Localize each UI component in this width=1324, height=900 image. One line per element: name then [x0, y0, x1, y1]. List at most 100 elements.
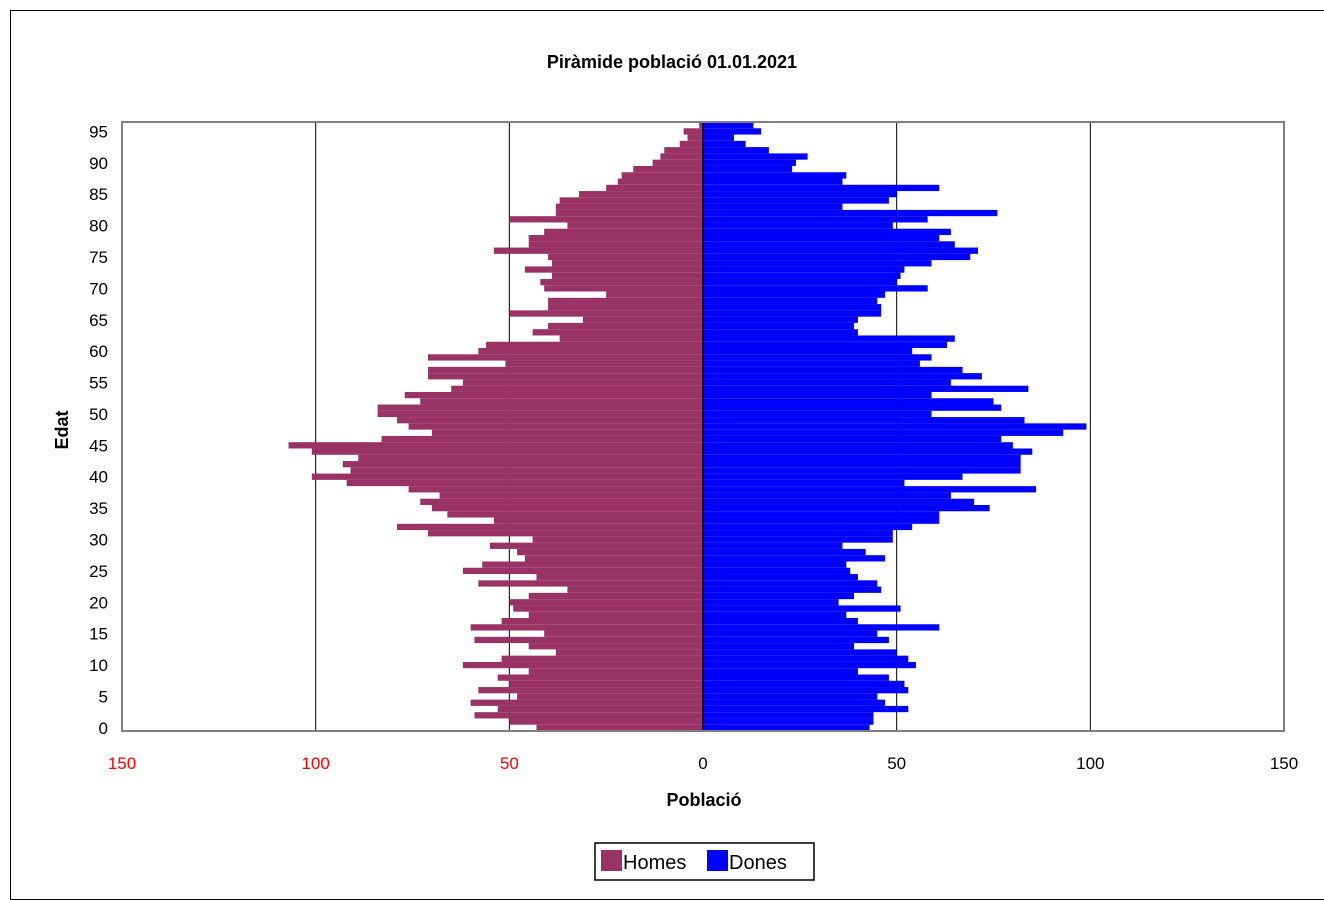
bar-homes [440, 492, 703, 498]
bar-dones [703, 461, 1021, 467]
bar-dones [703, 499, 974, 505]
bar-dones [703, 248, 978, 254]
bar-dones [703, 549, 866, 555]
bar-homes [688, 135, 703, 141]
bar-homes [397, 524, 703, 530]
bar-dones [703, 216, 928, 222]
x-tick-label: 100 [1076, 754, 1104, 773]
bar-homes [347, 480, 703, 486]
y-tick-label: 10 [89, 656, 108, 675]
bar-dones [703, 266, 904, 272]
bar-homes [509, 310, 703, 316]
y-tick-label: 30 [89, 531, 108, 550]
y-tick-label: 60 [89, 342, 108, 361]
y-tick-label: 45 [89, 436, 108, 455]
legend-swatch-homes [601, 850, 622, 871]
bar-dones [703, 292, 885, 298]
bar-dones [703, 480, 904, 486]
bar-dones [703, 587, 881, 593]
bar-homes [486, 342, 703, 348]
bar-dones [703, 605, 901, 611]
bar-homes [567, 587, 703, 593]
x-tick-label: 100 [301, 754, 329, 773]
bar-homes [289, 442, 703, 448]
bar-homes [529, 241, 703, 247]
bar-homes [548, 323, 703, 329]
bar-dones [703, 179, 842, 185]
x-tick-label: 0 [698, 754, 707, 773]
y-tick-label: 90 [89, 154, 108, 173]
bar-homes [498, 674, 703, 680]
bar-dones [703, 599, 839, 605]
bar-homes [409, 423, 703, 429]
bar-dones [703, 141, 746, 147]
bar-homes [529, 612, 703, 618]
bar-homes [428, 367, 703, 373]
bar-dones [703, 624, 939, 630]
bar-dones [703, 631, 877, 637]
bar-homes [509, 216, 703, 222]
y-tick-label: 70 [89, 279, 108, 298]
bar-dones [703, 260, 932, 266]
bar-homes [463, 568, 703, 574]
bar-homes [405, 392, 703, 398]
series-dones [703, 122, 1086, 731]
bar-dones [703, 222, 893, 228]
x-axis-tick-labels: 150 100 50 0 50 100 150 [108, 754, 1298, 773]
bar-dones [703, 329, 858, 335]
bar-homes [343, 461, 703, 467]
bar-dones [703, 436, 1001, 442]
bar-homes [517, 549, 703, 555]
bar-dones [703, 712, 873, 718]
y-tick-label: 5 [99, 687, 108, 706]
bar-homes [505, 361, 703, 367]
bar-dones [703, 518, 939, 524]
y-tick-label: 20 [89, 593, 108, 612]
bar-dones [703, 681, 904, 687]
bar-dones [703, 197, 889, 203]
bar-homes [432, 430, 703, 436]
bar-dones [703, 643, 854, 649]
bar-homes [312, 448, 703, 454]
y-tick-label: 65 [89, 311, 108, 330]
bar-dones [703, 411, 932, 417]
bar-homes [684, 128, 703, 134]
x-tick-label: 150 [1270, 754, 1298, 773]
bar-dones [703, 386, 1028, 392]
bar-dones [703, 235, 939, 241]
bar-dones [703, 448, 1032, 454]
bar-homes [451, 386, 703, 392]
legend-label-dones: Dones [729, 852, 787, 874]
bar-dones [703, 298, 877, 304]
bar-homes [509, 681, 703, 687]
bar-homes [502, 656, 703, 662]
bar-homes [622, 172, 703, 178]
bar-homes [540, 279, 703, 285]
bar-dones [703, 229, 951, 235]
bar-homes [548, 304, 703, 310]
bar-dones [703, 505, 990, 511]
bar-homes [533, 329, 703, 335]
bar-dones [703, 423, 1086, 429]
bar-dones [703, 241, 955, 247]
bar-homes [560, 197, 703, 203]
bar-homes [471, 700, 703, 706]
bar-homes [509, 718, 703, 724]
y-tick-label: 85 [89, 185, 108, 204]
bar-homes [525, 266, 703, 272]
bar-homes [567, 222, 703, 228]
bar-dones [703, 310, 881, 316]
bar-dones [703, 191, 897, 197]
bar-homes [556, 210, 703, 216]
bar-homes [579, 191, 703, 197]
bar-dones [703, 656, 908, 662]
bar-dones [703, 555, 885, 561]
bar-homes [552, 273, 703, 279]
bar-dones [703, 612, 846, 618]
bar-dones [703, 649, 897, 655]
legend-label-homes: Homes [623, 852, 686, 874]
bar-homes [653, 160, 703, 166]
bar-homes [447, 511, 703, 517]
bar-dones [703, 348, 912, 354]
